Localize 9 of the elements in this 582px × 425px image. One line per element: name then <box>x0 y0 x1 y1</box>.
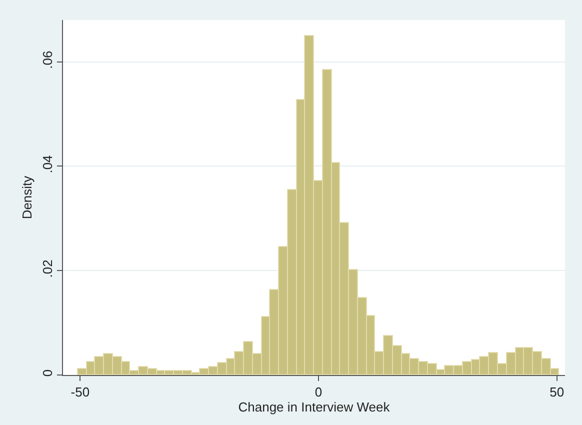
y-tick-label: .02 <box>40 260 55 278</box>
x-tick-label: -50 <box>70 384 90 400</box>
x-tick-label: 50 <box>550 384 564 400</box>
y-axis-title: Density <box>20 175 35 220</box>
y-tick-label: 0 <box>40 369 55 377</box>
y-tick-label: .04 <box>40 155 55 174</box>
y-tick-label: .06 <box>40 50 55 69</box>
x-tick-label: 0 <box>314 384 322 400</box>
x-axis-title: Change in Interview Week <box>238 400 390 415</box>
